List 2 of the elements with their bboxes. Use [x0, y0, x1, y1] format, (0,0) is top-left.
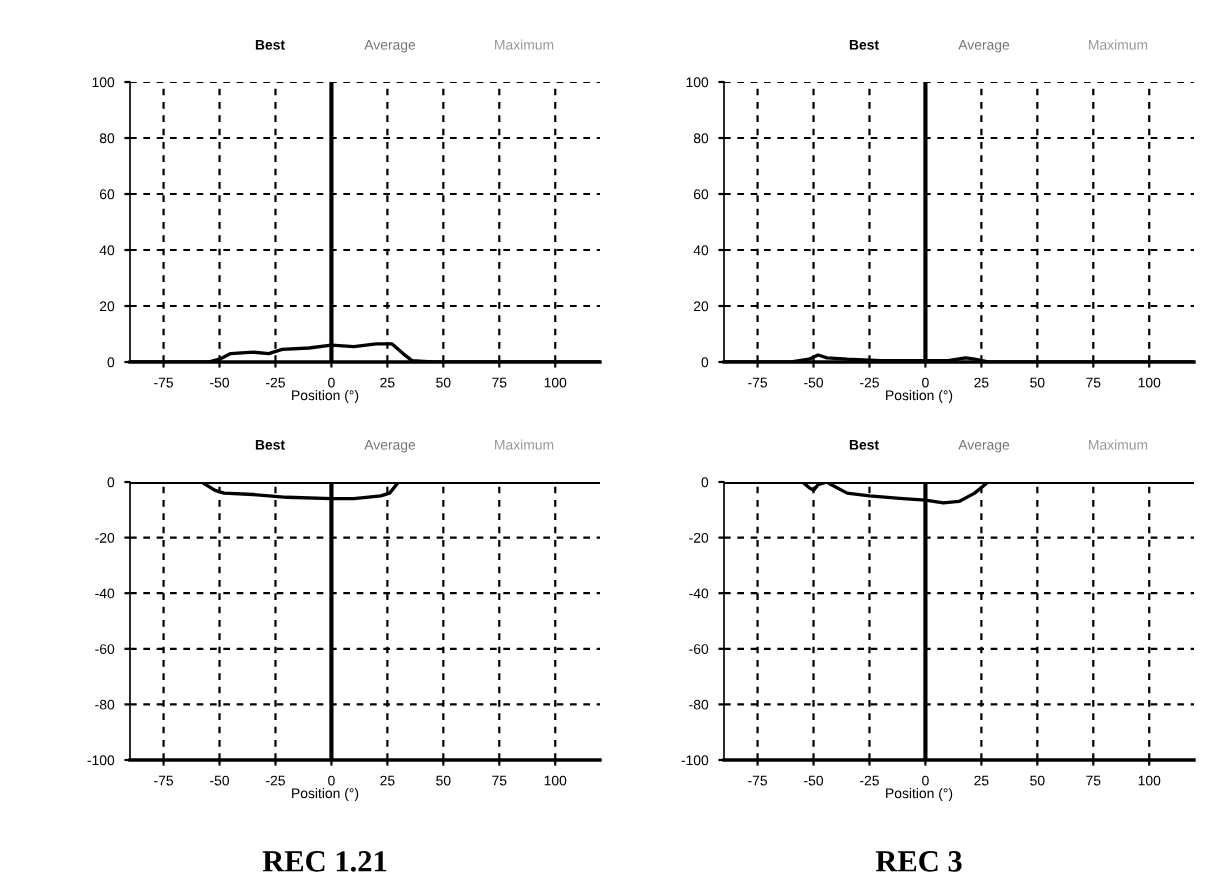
- text: REC 1.21: [262, 851, 387, 872]
- text: REC 3: [875, 851, 962, 872]
